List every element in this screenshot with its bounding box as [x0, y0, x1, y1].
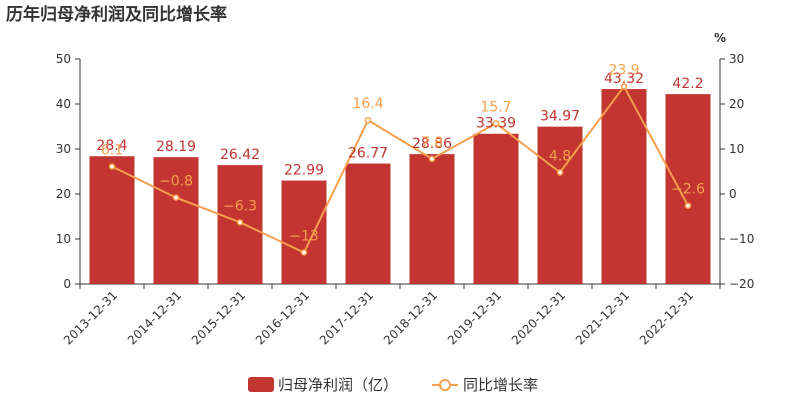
- legend-bar-label: 归母净利润（亿）: [278, 376, 398, 394]
- right-axis-tick-label: 0: [729, 187, 737, 201]
- right-axis-tick-label: 20: [729, 97, 744, 111]
- x-axis-tick-label: 2013-12-31: [61, 288, 120, 347]
- bar-series: [89, 89, 711, 284]
- line-point[interactable]: [364, 116, 372, 124]
- bar[interactable]: [345, 163, 391, 284]
- bar-value-label: 33.39: [476, 116, 516, 132]
- bar[interactable]: [281, 180, 327, 284]
- bar-value-label: 43.32: [604, 71, 644, 87]
- right-axis-tick-label: 30: [729, 52, 744, 66]
- line-point[interactable]: [172, 194, 180, 201]
- line-value-label: 15.7: [480, 99, 511, 115]
- legend[interactable]: 归母净利润（亿） 同比增长率: [248, 376, 538, 394]
- right-axis-tick-label: −20: [729, 277, 754, 291]
- bar[interactable]: [473, 133, 519, 284]
- x-axis-tick-label: 2017-12-31: [317, 288, 376, 347]
- x-axis-tick-label: 2018-12-31: [381, 288, 440, 347]
- bar[interactable]: [409, 154, 455, 284]
- left-axis-tick-label: 10: [56, 232, 71, 246]
- chart-title: 历年归母净利润及同比增长率: [6, 4, 227, 25]
- x-axis-tick-label: 2016-12-31: [253, 288, 312, 347]
- line-series: [108, 83, 692, 256]
- line-value-label: −2.6: [671, 182, 705, 198]
- line-value-label: −0.8: [159, 174, 193, 190]
- right-axis-tick-label: −10: [729, 232, 754, 246]
- line-point[interactable]: [684, 202, 692, 209]
- bar-value-label: 26.77: [348, 146, 388, 162]
- bar-value-label: 26.42: [220, 147, 260, 163]
- bar-value-label: 34.97: [540, 109, 580, 125]
- line-point[interactable]: [108, 163, 116, 170]
- line-value-label: −6.3: [223, 198, 257, 214]
- bar[interactable]: [153, 157, 199, 284]
- x-axis-tick-label: 2019-12-31: [445, 288, 504, 347]
- x-axis-tick-label: 2022-12-31: [637, 288, 696, 347]
- left-axis-tick-label: 20: [56, 187, 71, 201]
- line-point[interactable]: [556, 169, 564, 176]
- x-axis-tick-label: 2021-12-31: [573, 288, 632, 347]
- line-value-label: 4.8: [549, 148, 571, 164]
- line-point[interactable]: [428, 155, 436, 163]
- legend-bar-swatch: [248, 377, 274, 392]
- line-value-label: 23.9: [608, 62, 639, 78]
- right-axis-unit: %: [714, 31, 726, 45]
- bar-value-label: 28.19: [156, 139, 196, 155]
- legend-line-marker: [439, 379, 451, 391]
- bar[interactable]: [89, 156, 135, 284]
- bar[interactable]: [601, 89, 647, 284]
- line-value-label: −13: [289, 229, 319, 245]
- left-axis-tick-label: 50: [56, 52, 71, 66]
- bar-value-label: 28.86: [412, 136, 452, 152]
- legend-line-label: 同比增长率: [463, 376, 538, 394]
- line-value-label: 6.1: [101, 143, 123, 159]
- right-axis-tick-label: 10: [729, 142, 744, 156]
- left-axis-tick-label: 30: [56, 142, 71, 156]
- bar-value-label: 28.4: [96, 138, 127, 154]
- bar-value-label: 42.2: [672, 76, 703, 92]
- left-axis-tick-label: 40: [56, 97, 71, 111]
- growth-line: [111, 84, 689, 254]
- data-labels: 28.4 28.19 26.42 22.99 26.77 28.86 33.39 34.97 4…: [96, 62, 705, 244]
- bar-value-label: 22.99: [284, 163, 324, 179]
- bar[interactable]: [665, 94, 711, 284]
- line-point[interactable]: [492, 120, 500, 127]
- line-value-label: 16.4: [352, 96, 383, 112]
- line-point[interactable]: [236, 219, 244, 226]
- line-value-label: 7.8: [421, 135, 443, 151]
- x-axis-tick-label: 2015-12-31: [189, 288, 248, 347]
- line-point[interactable]: [300, 249, 308, 256]
- x-axis-tick-label: 2014-12-31: [125, 288, 184, 347]
- x-axis-tick-label: 2020-12-31: [509, 288, 568, 347]
- left-axis-tick-label: 0: [63, 277, 71, 291]
- line-point[interactable]: [620, 83, 628, 90]
